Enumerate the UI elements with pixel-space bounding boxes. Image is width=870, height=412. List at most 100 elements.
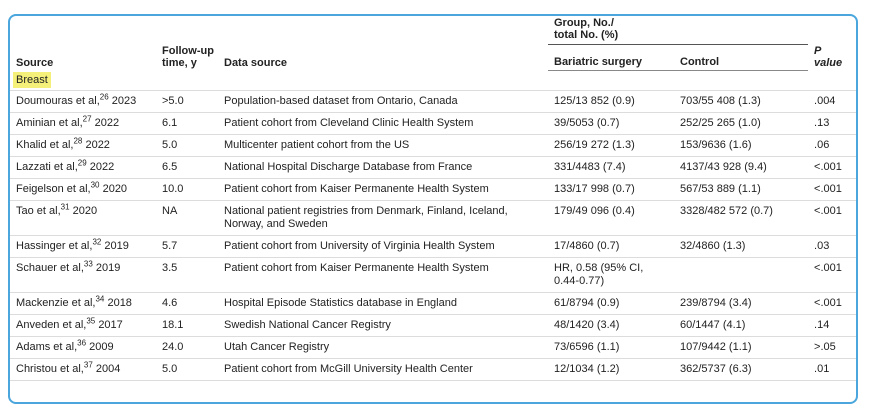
bariatric-cell: HR, 0.58 (95% CI, 0.44-0.77) [548,257,674,293]
data-source: Patient cohort from Cleveland Clinic Hea… [224,117,474,129]
bariatric: 17/4860 (0.7) [554,240,620,252]
followup-cell: 18.1 [156,314,218,337]
followup-cell: 5.0 [156,358,218,381]
data-source: Patient cohort from University of Virgin… [224,240,495,252]
control: 239/8794 (3.4) [680,297,752,309]
followup: 4.6 [162,297,178,309]
table-row: Hassinger et al,32 2019 5.7 Patient cohort… [10,235,856,258]
followup: 10.0 [162,183,184,195]
data-source: Patient cohort from Kaiser Permanente He… [224,262,489,274]
p-cell: .03 [808,235,856,258]
reference: 36 [77,338,87,348]
followup-cell: 4.6 [156,292,218,315]
followup: >5.0 [162,95,184,107]
source-cell: Mackenzie et al,34 2018 [10,292,156,315]
p-cell: .14 [808,314,856,337]
control-cell: 252/25 265 (1.0) [674,112,809,135]
header-line: time, y [162,56,197,69]
p: >.05 [814,341,836,353]
author: Anveden et al, [16,319,87,331]
data-source-cell: National patient registries from Denmark… [218,200,548,236]
data-source: Hospital Episode Statistics database in … [224,297,457,309]
year: 2022 [89,161,115,173]
control: 567/53 889 (1.1) [680,183,761,195]
data-source-cell: National Hospital Discharge Database fro… [218,156,548,179]
reference: 31 [60,202,70,212]
bariatric-cell: 48/1420 (3.4) [548,314,674,337]
data-source-cell: Population-based dataset from Ontario, C… [218,90,548,113]
followup-cell: >5.0 [156,90,218,113]
control-cell: 60/1447 (4.1) [674,314,809,337]
bariatric: 12/1034 (1.2) [554,363,620,375]
p: .06 [814,139,830,151]
p: <.001 [814,205,842,217]
section-cell: Breast [10,70,856,91]
table-row: Adams et al,36 2009 24.0 Utah Cancer Regis… [10,336,856,359]
control-cell: 362/5737 (6.3) [674,358,809,381]
author: Doumouras et al, [16,95,100,107]
control: 3328/482 572 (0.7) [680,205,773,217]
bariatric-cell: 73/6596 (1.1) [548,336,674,359]
bariatric-cell: 256/19 272 (1.3) [548,134,674,157]
p: <.001 [814,161,842,173]
header-bariatric: Bariatric surgery [548,44,674,71]
control-cell: 107/9442 (1.1) [674,336,809,359]
control-cell: 32/4860 (1.3) [674,235,809,258]
data-source-cell: Multicenter patient cohort from the US [218,134,548,157]
section-label: Breast [13,72,51,88]
control-cell: 153/9636 (1.6) [674,134,809,157]
followup-cell: 6.5 [156,156,218,179]
p: <.001 [814,183,842,195]
p-cell: <.001 [808,257,856,293]
data-source-cell: Hospital Episode Statistics database in … [218,292,548,315]
header-followup: Follow-up time, y [156,16,218,71]
table: Source Follow-up time, y Data source Grou… [10,16,856,381]
data-source: National patient registries from Denmark… [224,205,508,230]
followup-cell: 10.0 [156,178,218,201]
data-source-cell: Patient cohort from Kaiser Permanente He… [218,178,548,201]
author: Feigelson et al, [16,183,91,195]
reference: 37 [83,360,93,370]
bariatric: 125/13 852 (0.9) [554,95,635,107]
author: Lazzati et al, [16,161,78,173]
table-row: Schauer et al,33 2019 3.5 Patient cohort f… [10,257,856,293]
data-source-cell: Patient cohort from McGill University He… [218,358,548,381]
bariatric: 73/6596 (1.1) [554,341,620,353]
control: 32/4860 (1.3) [680,240,746,252]
followup: 5.0 [162,139,178,151]
followup: 6.1 [162,117,178,129]
followup-cell: 6.1 [156,112,218,135]
data-source-cell: Utah Cancer Registry [218,336,548,359]
source-cell: Schauer et al,33 2019 [10,257,156,293]
data-source-cell: Patient cohort from Cleveland Clinic Hea… [218,112,548,135]
control-cell: 239/8794 (3.4) [674,292,809,315]
followup-cell: 5.0 [156,134,218,157]
source-cell: Tao et al,31 2020 [10,200,156,236]
control: 107/9442 (1.1) [680,341,752,353]
source-cell: Doumouras et al,26 2023 [10,90,156,113]
header-source: Source [16,56,54,69]
year: 2009 [89,341,114,353]
table-row: Aminian et al,27 2022 6.1 Patient cohort f… [10,112,856,135]
header-line: total No. (%) [554,29,619,41]
p-cell: <.001 [808,200,856,236]
followup-cell: 5.7 [156,235,218,258]
year: 2020 [72,205,98,217]
table-frame: Source Follow-up time, y Data source Grou… [8,14,858,404]
reference: 34 [95,294,105,304]
reference: 35 [86,316,96,326]
author: Schauer et al, [16,262,84,274]
year: 2022 [94,117,120,129]
p: .004 [814,95,836,107]
year: 2022 [85,139,110,151]
data-source: Patient cohort from McGill University He… [224,363,473,375]
author: Tao et al, [16,205,61,217]
bariatric-cell: 61/8794 (0.9) [548,292,674,315]
p: <.001 [814,297,842,309]
source-cell: Anveden et al,35 2017 [10,314,156,337]
author: Christou et al, [16,363,84,375]
control: 60/1447 (4.1) [680,319,746,331]
reference: 29 [77,158,87,168]
p-cell: <.001 [808,178,856,201]
